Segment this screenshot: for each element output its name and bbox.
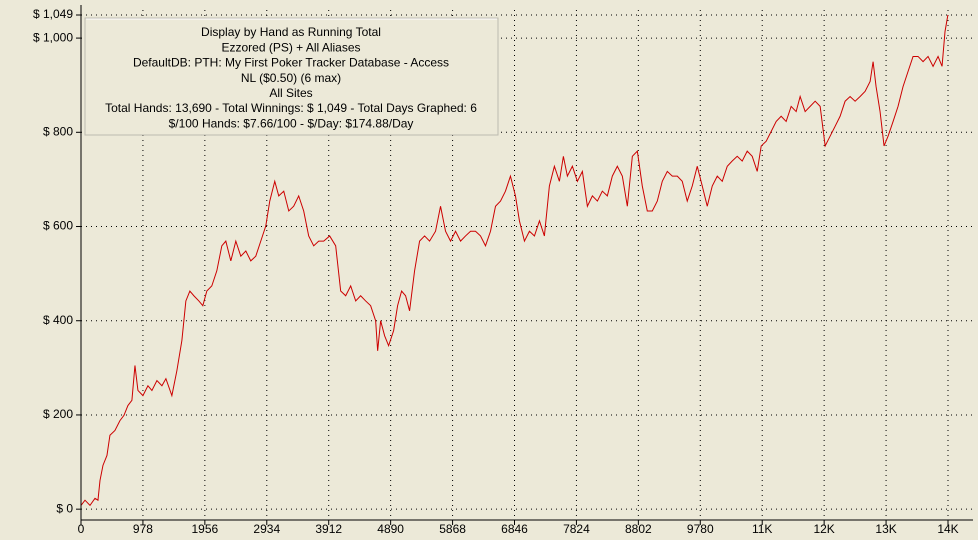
x-tick-label: 6846 — [501, 522, 528, 536]
x-tick-label: 978 — [133, 522, 153, 536]
info-line: NL ($0.50) (6 max) — [241, 71, 341, 85]
x-tick-label: 9780 — [687, 522, 714, 536]
y-tick-label: $ 800 — [43, 124, 73, 138]
series-line — [80, 14, 949, 507]
x-tick-label: 3912 — [315, 522, 342, 536]
x-tick-label: 5868 — [439, 522, 466, 536]
y-tick-label: $ 1,049 — [33, 7, 73, 21]
y-tick-label: $ 0 — [56, 501, 73, 515]
x-tick-label: 12K — [813, 522, 834, 536]
info-line: All Sites — [269, 86, 312, 100]
info-line: Total Hands: 13,690 - Total Winnings: $ … — [105, 101, 477, 115]
x-tick-label: 1956 — [192, 522, 219, 536]
x-tick-label: 4890 — [377, 522, 404, 536]
info-line: $/100 Hands: $7.66/100 - $/Day: $174.88/… — [169, 116, 414, 130]
y-tick-label: $ 1,000 — [33, 30, 73, 44]
x-tick-label: 7824 — [563, 522, 590, 536]
info-line: DefaultDB: PTH: My First Poker Tracker D… — [133, 56, 449, 70]
x-tick-label: 2934 — [253, 522, 280, 536]
info-line: Ezzored (PS) + All Aliases — [221, 40, 360, 54]
x-tick-label: 8802 — [625, 522, 652, 536]
x-tick-label: 14K — [937, 522, 958, 536]
y-tick-label: $ 400 — [43, 313, 73, 327]
x-tick-label: 13K — [875, 522, 896, 536]
x-tick-label: 11K — [752, 522, 772, 536]
info-box — [84, 17, 499, 136]
info-line: Display by Hand as Running Total — [201, 25, 381, 39]
y-tick-label: $ 200 — [43, 407, 73, 421]
x-tick-label: 0 — [78, 522, 85, 536]
y-tick-label: $ 600 — [43, 219, 73, 233]
